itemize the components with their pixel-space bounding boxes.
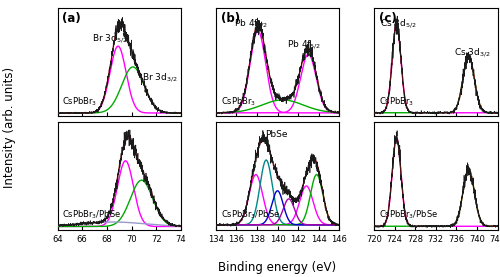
Text: Cs 3d$_{3/2}$: Cs 3d$_{3/2}$ — [454, 46, 491, 59]
Text: Binding energy (eV): Binding energy (eV) — [218, 261, 336, 274]
Text: (a): (a) — [62, 12, 81, 25]
Text: PbSe: PbSe — [265, 130, 287, 139]
Text: CsPbBr$_3$: CsPbBr$_3$ — [379, 95, 414, 108]
Text: (b): (b) — [220, 12, 240, 25]
Text: Br 3d$_{3/2}$: Br 3d$_{3/2}$ — [142, 71, 177, 84]
Text: CsPbBr$_3$: CsPbBr$_3$ — [220, 95, 256, 108]
Text: CsPbBr$_3$/PbSe: CsPbBr$_3$/PbSe — [62, 209, 122, 221]
Text: CsPbBr$_3$/PbSe: CsPbBr$_3$/PbSe — [220, 209, 280, 221]
Text: CsPbBr$_3$: CsPbBr$_3$ — [62, 95, 98, 108]
Text: Br 3d$_{5/2}$: Br 3d$_{5/2}$ — [92, 32, 128, 45]
Text: Intensity (arb. units): Intensity (arb. units) — [2, 67, 16, 188]
Text: CsPbBr$_3$/PbSe: CsPbBr$_3$/PbSe — [379, 209, 438, 221]
Text: Cs 3d$_{5/2}$: Cs 3d$_{5/2}$ — [380, 17, 416, 30]
Text: Pb 4f$_{5/2}$: Pb 4f$_{5/2}$ — [288, 39, 322, 51]
Text: (c): (c) — [379, 12, 396, 25]
Text: Pb 4f$_{7/2}$: Pb 4f$_{7/2}$ — [234, 17, 268, 30]
